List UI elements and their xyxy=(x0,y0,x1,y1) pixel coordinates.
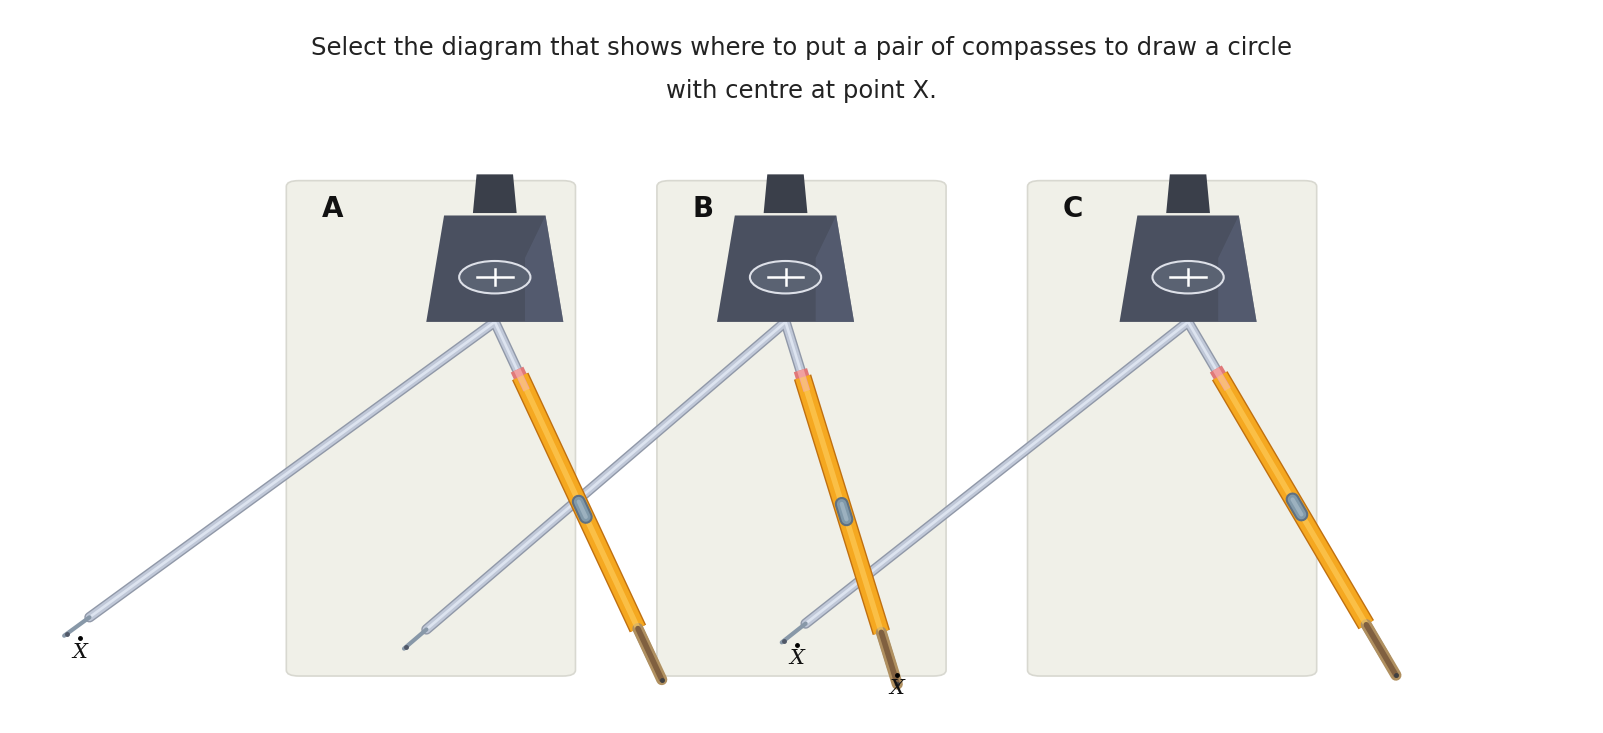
Text: C: C xyxy=(1063,195,1084,223)
FancyBboxPatch shape xyxy=(657,180,946,676)
FancyBboxPatch shape xyxy=(287,180,575,676)
FancyBboxPatch shape xyxy=(1028,180,1316,676)
Polygon shape xyxy=(524,216,563,322)
Text: B: B xyxy=(692,195,713,223)
Polygon shape xyxy=(763,174,808,213)
Text: X: X xyxy=(789,649,805,668)
Text: X: X xyxy=(890,679,904,699)
Text: X: X xyxy=(72,643,87,662)
Polygon shape xyxy=(1218,216,1257,322)
Polygon shape xyxy=(1119,216,1257,322)
Circle shape xyxy=(458,261,531,293)
Text: Select the diagram that shows where to put a pair of compasses to draw a circle: Select the diagram that shows where to p… xyxy=(311,35,1292,59)
Circle shape xyxy=(1153,261,1223,293)
Text: A: A xyxy=(322,195,343,223)
Polygon shape xyxy=(1167,174,1210,213)
Polygon shape xyxy=(473,174,516,213)
Circle shape xyxy=(750,261,821,293)
Text: with centre at point X.: with centre at point X. xyxy=(667,79,936,103)
Polygon shape xyxy=(426,216,563,322)
Polygon shape xyxy=(717,216,854,322)
Polygon shape xyxy=(816,216,854,322)
